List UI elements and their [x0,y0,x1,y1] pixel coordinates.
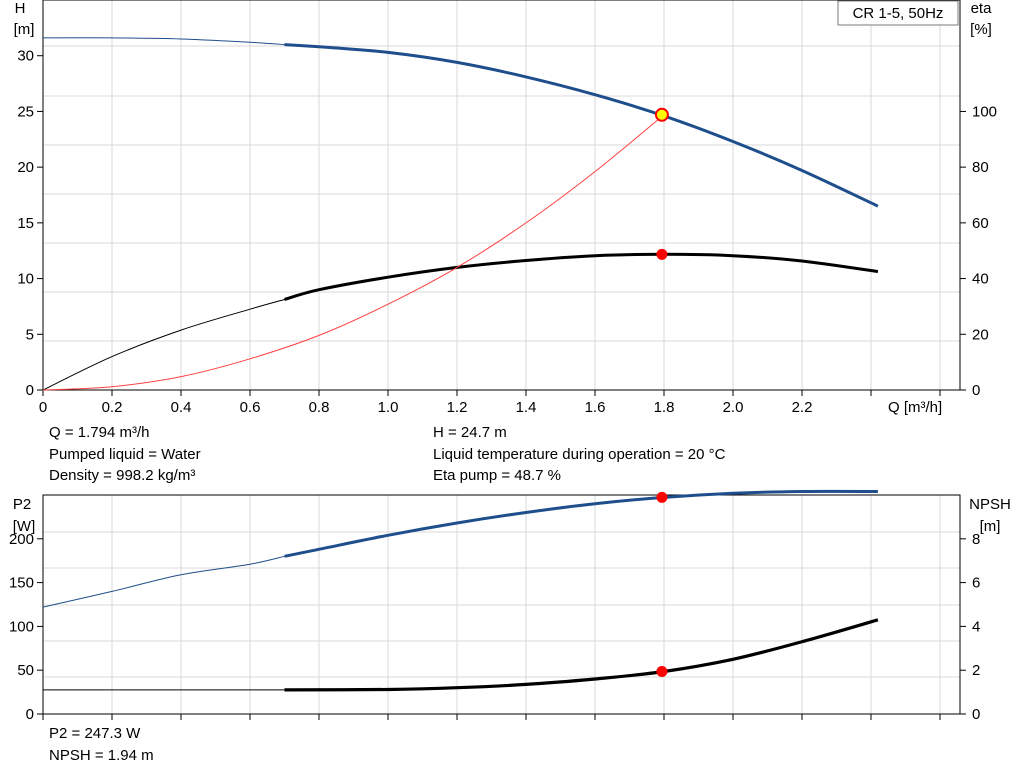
y-left-tick-label: 5 [26,326,34,343]
x-tick-label: 0.4 [171,399,192,416]
eta-curve [284,252,879,301]
y-left-tick-label: 100 [9,618,34,635]
pumped-liquid-readout: Pumped liquid = Water [49,446,201,463]
bottom-chart-grid [43,495,960,714]
npsh-readout: NPSH = 1.94 m [49,747,154,764]
head-axis-title: H [15,0,26,17]
y-right-tick-label: 40 [972,271,989,288]
y-right-tick-label: 6 [972,575,980,592]
y-right-tick-label: 0 [972,382,980,399]
y-right-tick-label: 20 [972,326,989,343]
x-tick-label: 2.0 [723,399,744,416]
flow-axis-title: Q [m³/h] [888,399,942,416]
y-right-tick-label: 2 [972,662,980,679]
y-left-tick-label: 0 [26,706,34,723]
eta-axis-unit: [%] [970,21,992,38]
p2-curve [284,489,878,558]
head-axis-unit: [m] [14,21,35,38]
bottom-left-axis-ticks: 0 50 100 150 200 [9,531,43,723]
y-left-tick-label: 50 [17,662,34,679]
eta-axis-title: eta [971,0,993,17]
p2-duty-point [656,491,668,503]
head-readout: H = 24.7 m [433,424,507,441]
flow-readout: Q = 1.794 m³/h [49,424,150,441]
y-left-tick-label: 10 [17,271,34,288]
system-curve [42,114,665,391]
npsh-duty-point [656,666,668,678]
top-chart-grid [43,0,960,390]
pump-model-badge-box [837,0,959,26]
npsh-axis-title: NPSH [969,496,1011,513]
pump-model-badge: CR 1-5, 50Hz [853,5,944,22]
y-left-tick-label: 15 [17,215,34,232]
y-right-tick-label: 8 [972,531,980,548]
y-right-tick-label: 60 [972,215,989,232]
x-tick-label: 1.2 [447,399,468,416]
head-curve [284,43,879,208]
top-chart: 0 0.2 0.4 0.6 0.8 1.0 1.2 1.4 1.6 1.8 2.0 2.2 0 5 10 1… [14,0,997,416]
p2-curve-extended [42,555,285,608]
bottom-right-axis-ticks: 0 2 4 6 8 [960,531,980,723]
x-tick-label: 2.2 [792,399,813,416]
x-tick-label: 0.6 [240,399,261,416]
y-left-tick-label: 25 [17,103,34,120]
top-right-axis-ticks: 0 20 40 60 80 100 [960,103,997,399]
x-tick-label: 1.4 [516,399,537,416]
x-tick-label: 0.2 [102,399,123,416]
bottom-x-axis-ticks [42,714,941,720]
x-tick-label: 0.8 [309,399,330,416]
y-left-tick-label: 150 [9,575,34,592]
y-left-tick-label: 20 [17,159,34,176]
y-right-tick-label: 0 [972,706,980,723]
x-tick-label: 1.6 [585,399,606,416]
y-left-tick-label: 200 [9,531,34,548]
x-tick-label: 1.8 [654,399,675,416]
y-right-tick-label: 80 [972,159,989,176]
temperature-readout: Liquid temperature during operation = 20… [433,446,726,463]
bottom-chart-frame [42,494,961,715]
npsh-curve [284,618,879,692]
p2-axis-title: P2 [13,496,31,513]
eta-duty-point [656,248,668,260]
bottom-chart-duty-points [656,491,668,678]
top-x-axis-ticks: 0 0.2 0.4 0.6 0.8 1.0 1.2 1.4 1.6 1.8 2.0 2.2 [39,390,941,416]
x-tick-label: 0 [39,399,47,416]
top-chart-curves [42,37,879,391]
p2-axis-unit: [W] [13,518,36,535]
y-left-tick-label: 30 [17,48,34,65]
npsh-axis-unit: [m] [980,518,1001,535]
top-left-axis-ticks: 0 5 10 15 20 25 30 [17,48,43,399]
y-left-tick-label: 0 [26,382,34,399]
p2-readout: P2 = 247.3 W [49,725,141,742]
head-duty-point [654,107,669,122]
top-chart-duty-points [654,107,669,260]
y-right-tick-label: 4 [972,618,980,635]
eta-curve-extended [42,299,285,391]
bottom-chart: 0 50 100 150 200 0 2 4 6 8 P2 [W] NPSH [m] [9,489,1011,723]
y-right-tick-label: 100 [972,103,997,120]
x-tick-label: 1.0 [378,399,399,416]
head-curve-extended [42,37,285,46]
top-chart-frame [42,0,961,391]
bottom-chart-curves [42,489,879,692]
eta-pump-readout: Eta pump = 48.7 % [433,467,561,484]
density-readout: Density = 998.2 kg/m³ [49,467,196,484]
